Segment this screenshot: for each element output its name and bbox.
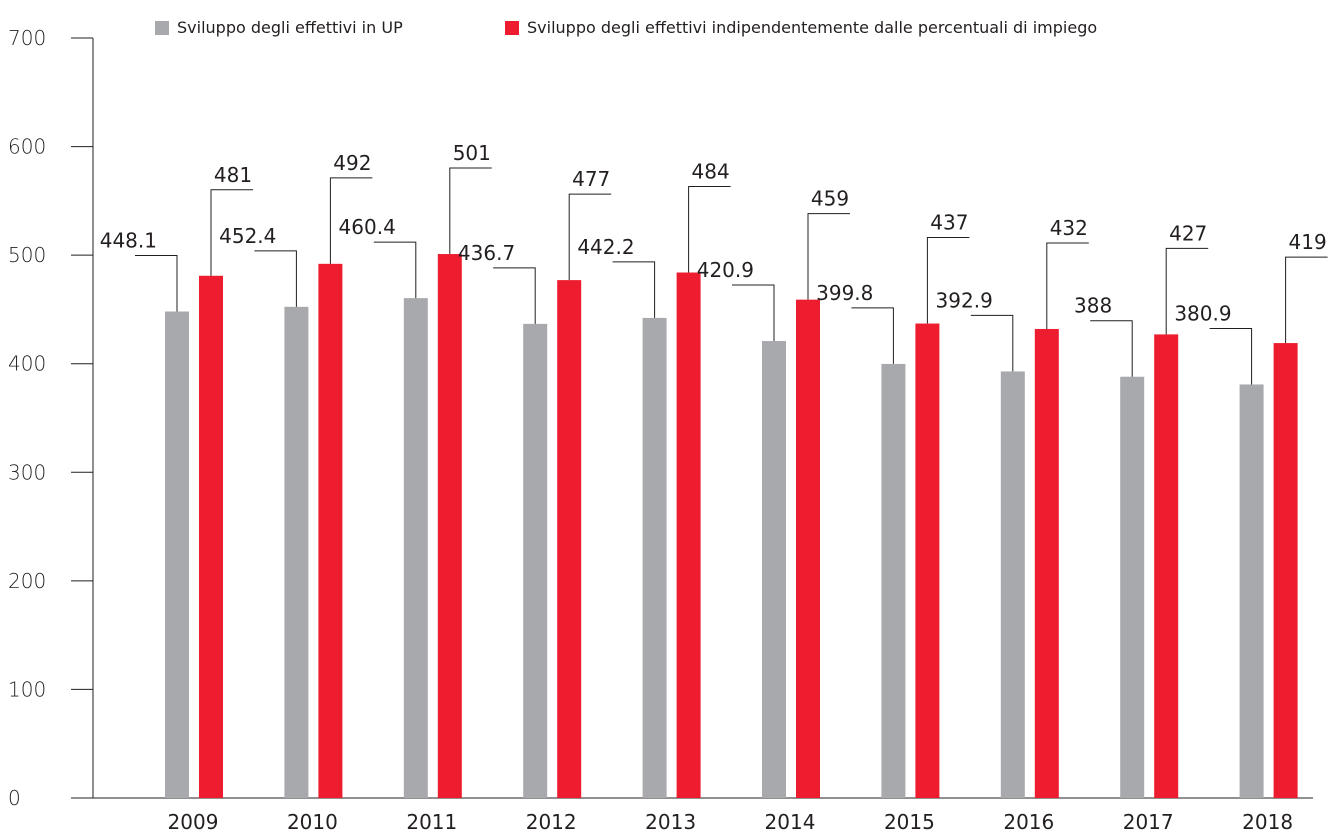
data-label-total: 501	[453, 141, 491, 165]
bar-total	[318, 263, 343, 798]
leader-line-ut	[612, 261, 656, 318]
legend-label-total: Sviluppo degli effettivi indipendentemen…	[527, 18, 1098, 37]
y-tick-label: 100	[8, 677, 46, 701]
bar-total	[437, 254, 462, 799]
bar-ut	[762, 341, 786, 798]
data-label-ut: 448.1	[100, 228, 157, 252]
bar-ut	[1000, 371, 1025, 798]
leader-line-total	[1285, 256, 1328, 344]
data-label-ut: 380.9	[1174, 301, 1231, 325]
data-label-total: 481	[214, 163, 252, 187]
leader-line-ut	[254, 250, 297, 307]
data-label-ut: 460.4	[339, 215, 396, 239]
leader-line-ut	[1090, 320, 1133, 377]
bar-ut	[284, 306, 309, 798]
data-label-ut: 388	[1074, 294, 1112, 318]
y-tick-label: 600	[8, 135, 46, 159]
y-tick-label: 700	[8, 26, 46, 50]
data-label-ut: 452.4	[219, 224, 276, 248]
data-label-total: 437	[930, 211, 968, 235]
bar-ut	[881, 363, 906, 798]
leader-line-ut	[135, 254, 178, 312]
data-label-ut: 399.8	[816, 281, 873, 305]
bar-ut	[1120, 376, 1145, 798]
x-category-label: 2013	[645, 810, 696, 834]
y-tick-label: 0	[8, 786, 21, 810]
data-label-total: 459	[811, 187, 849, 211]
leader-line-ut	[851, 307, 894, 364]
x-category-label: 2014	[765, 810, 816, 834]
leader-line-total	[329, 177, 373, 264]
bar-ut	[523, 323, 548, 798]
bar-ut	[642, 317, 667, 798]
leader-line-ut	[493, 267, 536, 324]
data-label-total: 484	[692, 160, 730, 184]
bar-total	[199, 275, 223, 798]
x-category-label: 2015	[884, 810, 935, 834]
x-category-label: 2012	[526, 810, 577, 834]
leader-line-ut	[373, 241, 417, 299]
leader-line-total	[1165, 247, 1209, 335]
data-label-total: 427	[1169, 221, 1207, 245]
x-category-label: 2011	[406, 810, 457, 834]
leader-line-total	[1046, 242, 1089, 329]
leader-line-total	[807, 213, 850, 300]
leader-line-total	[926, 237, 970, 324]
bar-ut	[165, 311, 189, 798]
legend-swatch-red	[505, 20, 519, 35]
x-category-label: 2016	[1003, 810, 1054, 834]
bar-total	[1034, 328, 1059, 798]
data-label-ut: 392.9	[936, 288, 993, 312]
bar-total	[796, 299, 820, 798]
x-category-label: 2018	[1242, 810, 1293, 834]
x-category-label: 2010	[287, 810, 338, 834]
bar-total	[915, 323, 940, 798]
x-category-label: 2009	[168, 810, 219, 834]
legend-item-ut: Sviluppo degli effettivi in UP	[155, 18, 403, 37]
leader-line-total	[210, 189, 253, 276]
bar-total	[1273, 343, 1298, 798]
data-label-ut: 442.2	[577, 235, 634, 259]
y-tick-label: 400	[8, 352, 46, 376]
bar-total	[1154, 334, 1179, 798]
leader-line-total	[449, 167, 492, 255]
legend-item-total: Sviluppo degli effettivi indipendentemen…	[505, 18, 1097, 37]
bar-total	[557, 280, 582, 799]
data-label-total: 477	[572, 167, 610, 191]
y-tick-label: 500	[8, 243, 46, 267]
y-tick-label: 200	[8, 569, 46, 593]
legend-label-ut: Sviluppo degli effettivi in UP	[177, 18, 403, 37]
leader-line-total	[688, 186, 731, 273]
leader-line-ut	[1209, 327, 1253, 385]
data-label-total: 432	[1050, 216, 1088, 240]
data-label-total: 492	[333, 151, 371, 175]
x-category-label: 2017	[1123, 810, 1174, 834]
y-tick-label: 300	[8, 460, 46, 484]
leader-line-ut	[732, 284, 775, 342]
legend-swatch-gray	[155, 20, 169, 35]
bar-ut	[1239, 384, 1264, 798]
data-label-ut: 436.7	[458, 241, 515, 265]
data-label-ut: 420.9	[697, 258, 754, 282]
bar-ut	[403, 298, 428, 798]
leader-line-ut	[970, 314, 1014, 372]
bar-total	[676, 272, 701, 798]
leader-line-total	[568, 193, 612, 281]
data-label-total: 419	[1289, 230, 1327, 254]
